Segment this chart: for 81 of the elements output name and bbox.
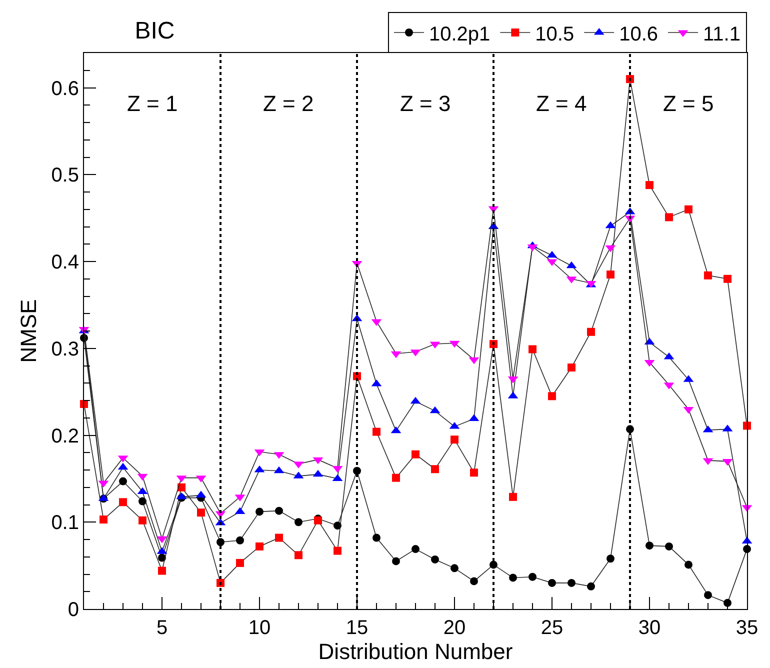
annotation: Z = 4 [536, 91, 587, 116]
x-tick-label: 35 [736, 617, 758, 639]
point [528, 345, 536, 354]
point [528, 572, 536, 581]
point [275, 534, 283, 542]
point [119, 477, 127, 486]
x-tick-label: 10 [248, 617, 271, 639]
point [216, 578, 224, 587]
x-tick-label: 30 [638, 617, 661, 639]
legend-label: 10.2p1 [429, 23, 490, 46]
point [684, 560, 692, 569]
point [704, 271, 712, 280]
point [412, 450, 420, 458]
point [665, 542, 673, 550]
point [158, 554, 166, 562]
annotation: Z = 3 [400, 91, 451, 116]
point [606, 554, 614, 563]
point [431, 555, 439, 564]
point [665, 213, 673, 222]
point [704, 591, 712, 600]
point [372, 534, 380, 542]
x-tick-label: 5 [156, 617, 168, 639]
point [548, 392, 556, 400]
x-tick-label: 25 [540, 617, 564, 639]
point [236, 558, 244, 567]
legend-label: 10.5 [535, 23, 574, 46]
point [450, 564, 458, 572]
point [470, 468, 478, 477]
point [256, 508, 264, 516]
point [724, 274, 732, 283]
point [100, 516, 108, 524]
legend-label: 10.6 [619, 23, 658, 46]
x-tick-label: 15 [346, 617, 368, 639]
annotation: Z = 1 [127, 91, 178, 116]
point [158, 566, 166, 575]
chart-title: BIC [134, 17, 175, 44]
point [509, 492, 517, 501]
point [294, 518, 302, 526]
point [275, 506, 283, 515]
x-tick-label: 20 [443, 617, 466, 639]
point [256, 542, 264, 550]
point [412, 545, 420, 554]
point [178, 483, 186, 492]
point [236, 536, 244, 544]
point [587, 582, 595, 590]
point [626, 75, 634, 84]
point [119, 498, 127, 506]
point [587, 328, 595, 336]
point [646, 542, 654, 550]
point [334, 546, 342, 555]
point [294, 551, 302, 560]
x-axis-title: Distribution Number [318, 639, 513, 664]
y-axis-title: NMSE [16, 299, 41, 363]
legend-label: 11.1 [703, 23, 740, 46]
point [372, 428, 380, 436]
y-tick-label: 0.3 [51, 338, 79, 360]
point [724, 598, 732, 607]
point [568, 578, 576, 587]
point [334, 522, 342, 530]
point [197, 508, 205, 517]
annotation: Z = 5 [663, 91, 714, 116]
point [548, 578, 556, 587]
point [138, 516, 146, 524]
point [606, 270, 614, 279]
point [431, 465, 439, 474]
point [392, 557, 400, 566]
annotation: Z = 2 [263, 91, 314, 116]
y-tick-label: 0.1 [51, 512, 79, 534]
point [470, 577, 478, 586]
y-tick-label: 0 [68, 599, 79, 621]
y-tick-label: 0.5 [51, 164, 79, 187]
y-tick-label: 0.6 [51, 78, 79, 100]
y-tick-label: 0.2 [51, 425, 79, 448]
point [392, 474, 400, 482]
point [646, 181, 654, 190]
point [684, 205, 692, 214]
y-tick-label: 0.4 [51, 252, 79, 274]
point [450, 436, 458, 444]
point [509, 574, 517, 582]
point [568, 363, 576, 372]
point [490, 340, 498, 348]
